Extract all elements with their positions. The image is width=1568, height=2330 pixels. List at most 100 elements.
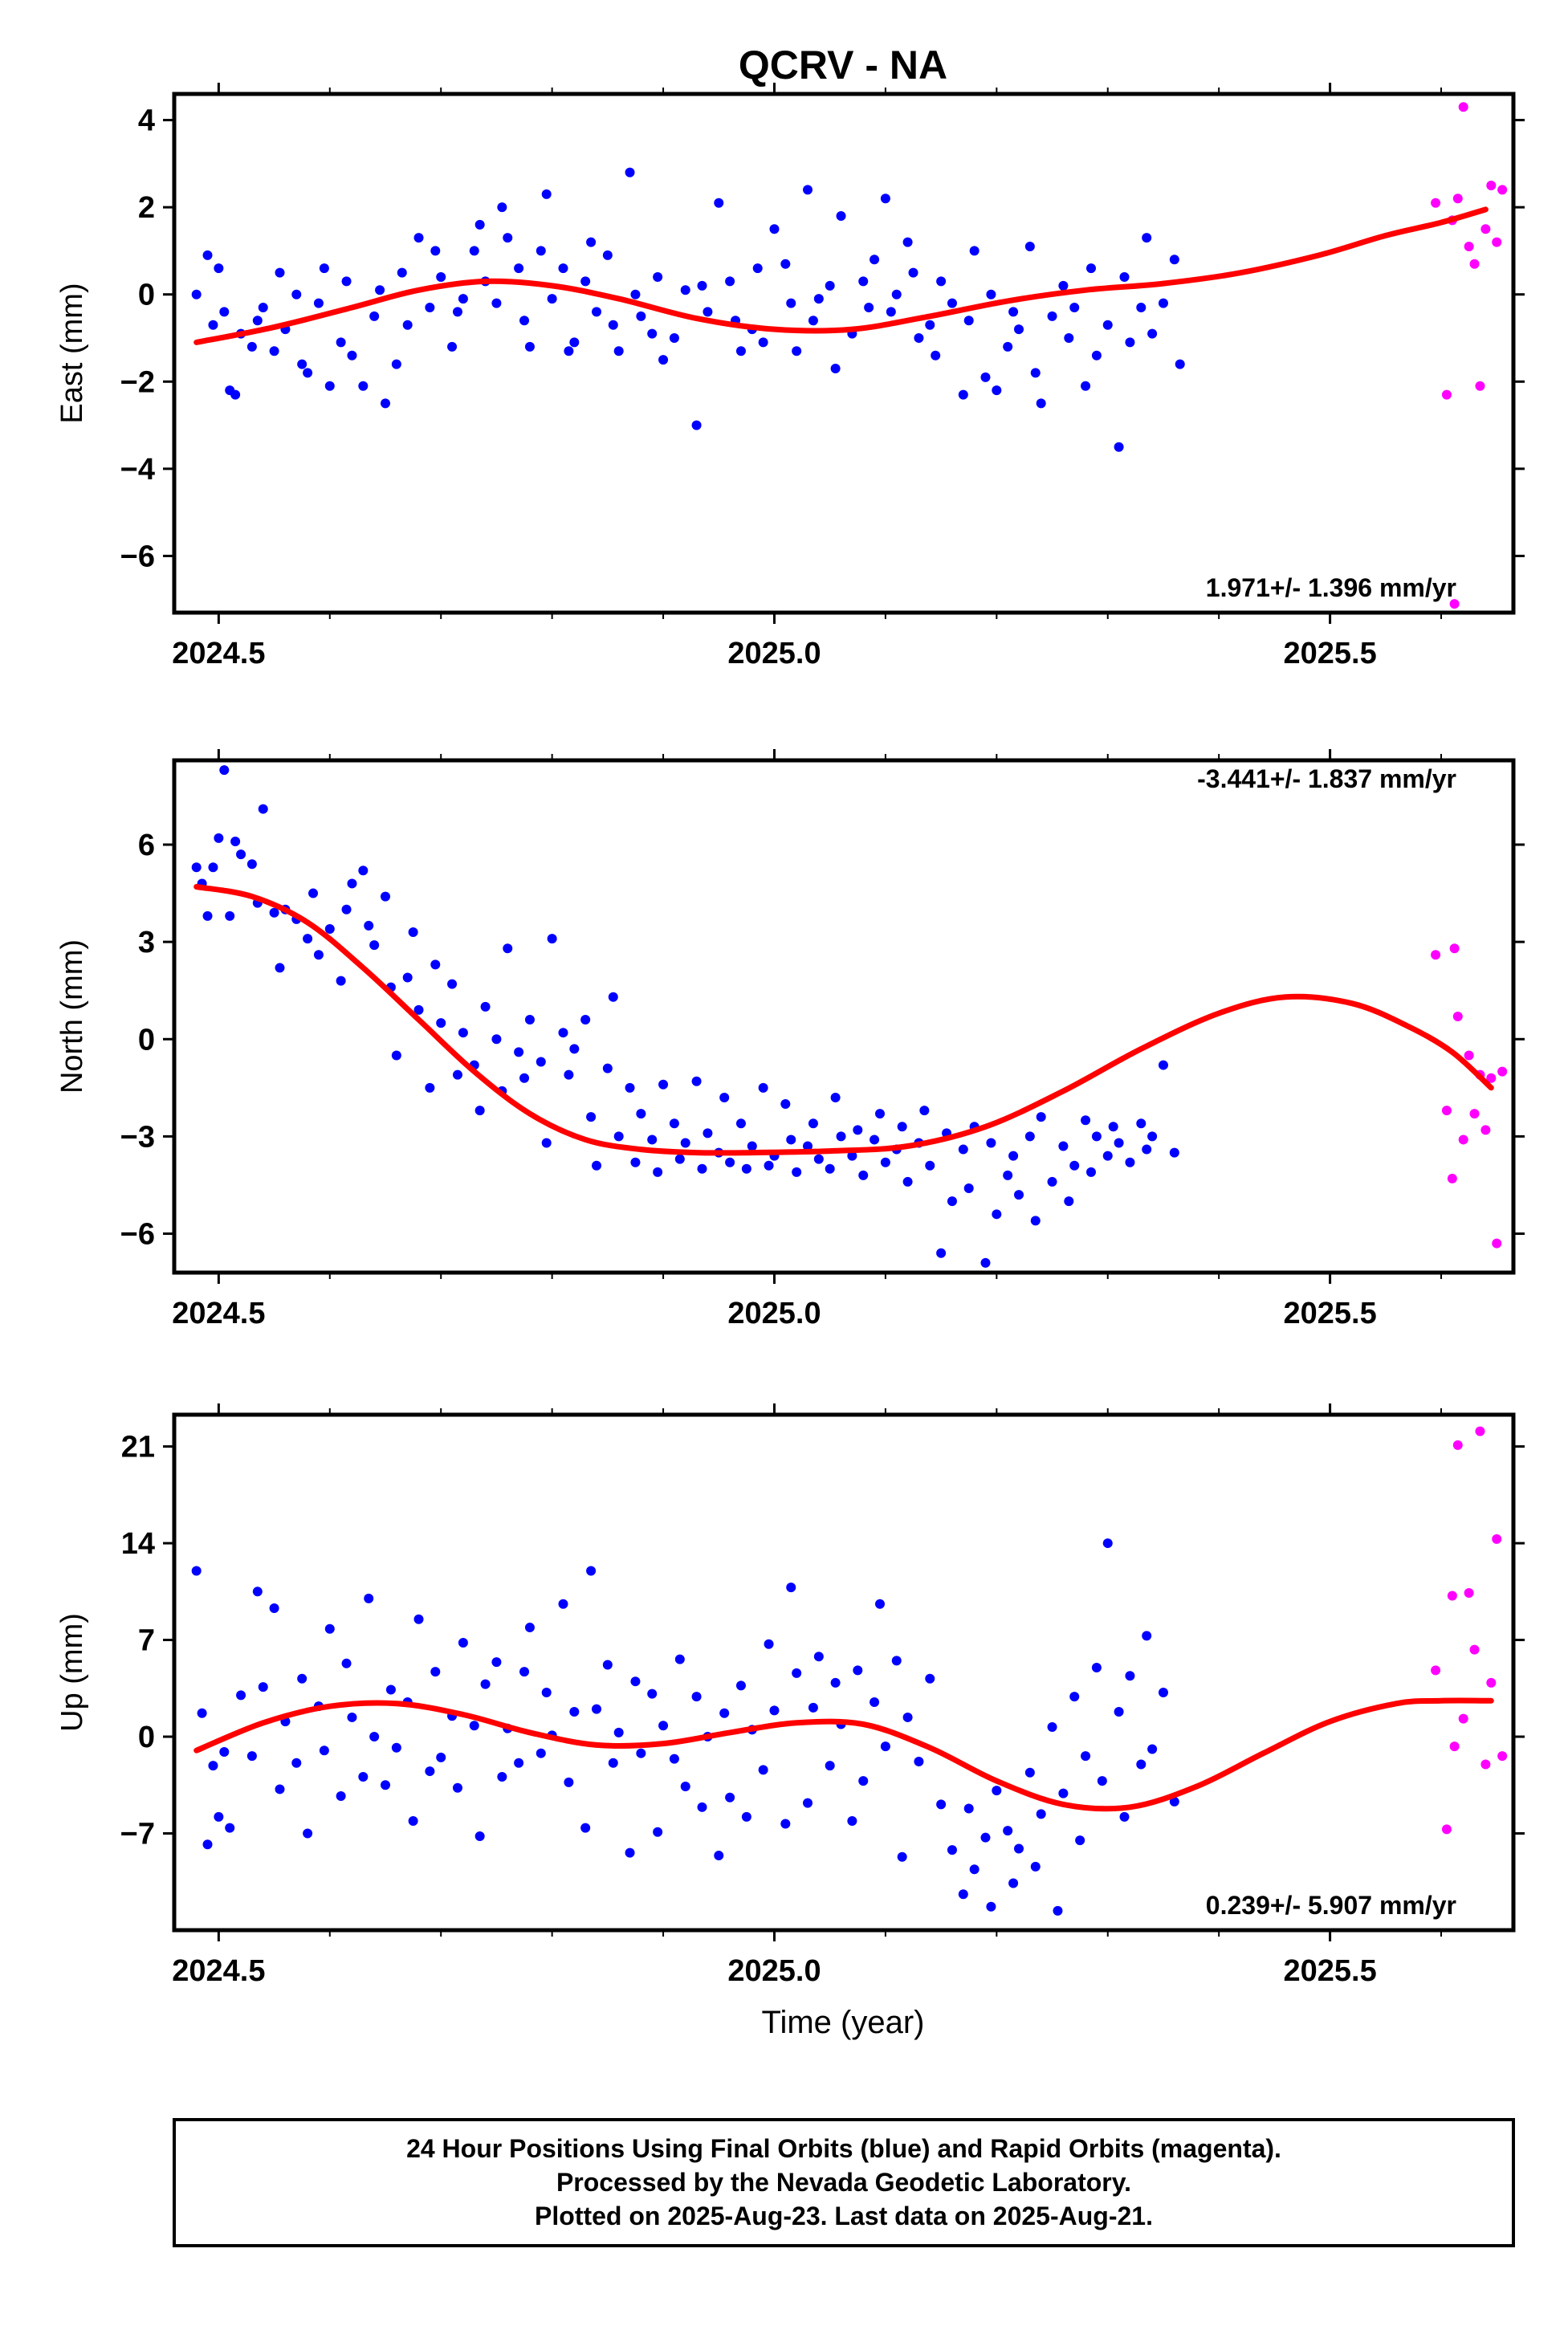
up-final-point <box>1058 1788 1069 1798</box>
up-final-point <box>408 1816 418 1827</box>
east-rapid-point <box>1431 198 1441 208</box>
east-final-point <box>208 320 218 330</box>
east-final-point <box>536 246 546 256</box>
east-final-point <box>653 272 663 282</box>
east-final-point <box>252 316 263 326</box>
east-final-point <box>958 389 968 400</box>
up-final-point <box>914 1757 924 1767</box>
north-ytick-label: −6 <box>120 1218 155 1252</box>
east-final-point <box>669 333 679 343</box>
up-final-point <box>541 1687 552 1697</box>
up-final-point <box>958 1889 968 1900</box>
up-final-point <box>725 1792 735 1802</box>
east-rate-label: 1.971+/- 1.396 mm/yr <box>1206 573 1456 602</box>
east-final-point <box>1142 233 1152 243</box>
north-final-point <box>653 1167 663 1177</box>
up-xtick-label: 2025.5 <box>1283 1954 1376 1988</box>
north-final-point <box>680 1138 690 1148</box>
east-final-point <box>313 298 324 308</box>
up-final-point <box>853 1665 863 1676</box>
north-final-point <box>1003 1170 1013 1180</box>
north-final-point <box>1024 1131 1035 1142</box>
up-final-point <box>870 1697 880 1708</box>
up-rate-label: 0.239+/- 5.907 mm/yr <box>1206 1891 1456 1920</box>
east-final-point <box>1014 324 1024 335</box>
up-final-point <box>381 1780 391 1790</box>
east-final-point <box>891 289 902 299</box>
x-axis-label: Time (year) <box>762 2005 925 2040</box>
up-final-point <box>246 1751 257 1762</box>
north-final-point <box>1058 1141 1069 1151</box>
east-final-point <box>580 276 591 287</box>
north-final-point <box>1125 1157 1135 1167</box>
up-final-point <box>1091 1662 1102 1672</box>
east-final-point <box>592 307 602 317</box>
east-final-point <box>341 276 352 287</box>
up-final-point <box>364 1593 374 1603</box>
north-final-point <box>1147 1131 1158 1142</box>
up-final-point <box>458 1637 468 1648</box>
up-final-point <box>803 1798 813 1808</box>
east-final-point <box>902 237 913 247</box>
north-final-point <box>786 1134 796 1145</box>
east-final-point <box>602 250 613 260</box>
east-final-point <box>864 303 874 312</box>
up-xtick-label: 2024.5 <box>172 1954 265 1988</box>
north-rapid-point <box>1441 1106 1452 1116</box>
up-final-point <box>1024 1767 1035 1778</box>
east-final-point <box>297 359 307 369</box>
north-final-point <box>580 1015 591 1025</box>
up-final-point <box>1053 1905 1063 1916</box>
up-final-point <box>714 1851 724 1861</box>
east-y-axis-label: East (mm) <box>55 283 89 423</box>
north-final-point <box>341 904 352 914</box>
north-final-point <box>980 1257 991 1268</box>
up-final-point <box>236 1690 246 1701</box>
up-final-point <box>697 1802 707 1812</box>
north-final-point <box>741 1163 751 1174</box>
north-final-point <box>458 1028 468 1038</box>
north-final-point <box>697 1163 707 1174</box>
north-final-point <box>519 1073 530 1083</box>
east-final-point <box>786 298 796 308</box>
up-rapid-point <box>1475 1426 1485 1436</box>
north-final-point <box>936 1248 947 1258</box>
east-final-point <box>625 167 635 177</box>
up-final-point <box>858 1776 869 1786</box>
up-data <box>191 1426 1508 1916</box>
east-final-point <box>1003 341 1013 352</box>
up-ytick-label: 0 <box>138 1721 155 1754</box>
up-final-point <box>1097 1776 1107 1786</box>
east-rapid-point <box>1497 185 1508 195</box>
east-final-point <box>691 420 702 430</box>
north-final-point <box>369 940 380 951</box>
north-panel: 6 3 0 −3 −6 2024.5 2025.0 2025.5 North (mm) -3.44… <box>55 749 1525 1330</box>
east-final-point <box>1036 398 1046 409</box>
north-final-point <box>658 1079 669 1090</box>
north-final-point <box>1142 1144 1152 1155</box>
east-final-point <box>452 307 462 317</box>
north-rate-label: -3.441+/- 1.837 mm/yr <box>1197 764 1456 793</box>
east-ytick-label: −6 <box>120 540 155 573</box>
north-final-point <box>413 1004 424 1015</box>
up-final-point <box>1119 1811 1130 1822</box>
up-final-point <box>963 1803 974 1814</box>
up-frame <box>172 1412 1516 1933</box>
north-final-point <box>452 1069 462 1080</box>
east-final-point <box>613 346 624 356</box>
north-final-point <box>636 1109 646 1119</box>
east-final-point <box>808 316 818 326</box>
north-final-point <box>569 1044 580 1054</box>
east-rapid-point <box>1469 259 1480 269</box>
east-final-point <box>931 350 941 360</box>
up-final-point <box>519 1667 530 1677</box>
east-final-point <box>569 337 580 348</box>
north-final-point <box>870 1134 880 1145</box>
east-final-point <box>630 289 641 299</box>
up-rapid-point <box>1492 1534 1502 1544</box>
up-xtick-label: 2025.0 <box>727 1954 821 1988</box>
north-final-point <box>246 859 257 870</box>
east-final-point <box>246 341 257 352</box>
east-final-point <box>1102 320 1113 330</box>
east-final-point <box>836 211 846 221</box>
